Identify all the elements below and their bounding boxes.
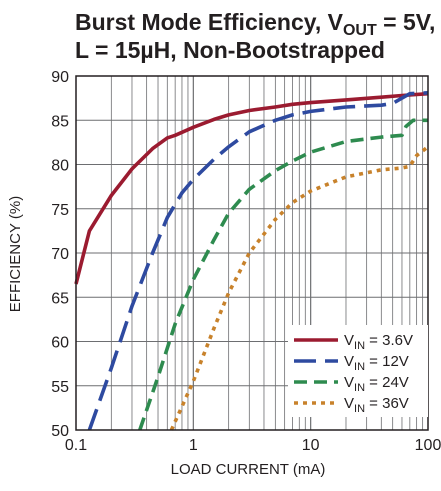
x-tick-label: 10 [302, 437, 320, 454]
y-tick-label: 50 [51, 423, 69, 440]
y-tick-label: 75 [51, 202, 69, 219]
legend-label-3: VIN = 24V [344, 374, 409, 394]
legend-label-2: VIN = 12V [344, 353, 409, 373]
y-tick-label: 80 [51, 158, 69, 175]
title-suffix: = 5V, [377, 9, 436, 35]
y-tick-label: 70 [51, 246, 69, 263]
y-tick-label: 55 [51, 379, 69, 396]
legend-label-subscript: IN [354, 382, 365, 394]
series-line-1 [74, 91, 429, 285]
legend-label-4: VIN = 36V [344, 395, 409, 415]
legend-label-prefix: V [344, 353, 354, 370]
legend-label-prefix: V [344, 374, 354, 391]
legend-label-subscript: IN [354, 403, 365, 415]
series-line-4 [169, 145, 430, 431]
x-tick-label: 1 [189, 437, 198, 454]
x-tick-label: 0.1 [65, 437, 87, 454]
y-tick-label: 90 [51, 69, 69, 86]
legend-label-suffix: = 3.6V [365, 332, 413, 349]
tick-labels: 0.1 1 10 100 50 55 60 65 70 75 80 85 90 [51, 69, 441, 454]
legend-label-1: VIN = 3.6V [344, 332, 413, 352]
legend-label-subscript: IN [354, 361, 365, 373]
plot-border [75, 75, 429, 431]
y-tick-label: 60 [51, 335, 69, 352]
plot-frame [75, 75, 429, 431]
legend-label-suffix: = 36V [365, 395, 409, 412]
title-prefix: Burst Mode Efficiency, V [75, 9, 344, 35]
series-line-2 [87, 91, 429, 431]
legend-label-suffix: = 24V [365, 374, 409, 391]
legend-label-prefix: V [344, 395, 354, 412]
legend-label-subscript: IN [354, 340, 365, 352]
title-subscript: OUT [343, 22, 377, 39]
x-axis-label: LOAD CURRENT (mA) [171, 461, 326, 478]
series-line-3 [138, 118, 428, 431]
y-tick-label: 85 [51, 113, 69, 130]
series-layer [74, 91, 430, 431]
legend-label-suffix: = 12V [365, 353, 409, 370]
chart-title-line1: Burst Mode Efficiency, VOUT = 5V, [75, 9, 435, 39]
legend-label-prefix: V [344, 332, 354, 349]
chart-title-line2: L = 15µH, Non-Bootstrapped [75, 37, 385, 63]
y-tick-label: 65 [51, 290, 69, 307]
x-tick-label: 100 [415, 437, 441, 454]
y-axis-label: EFFICIENCY (%) [7, 196, 24, 312]
